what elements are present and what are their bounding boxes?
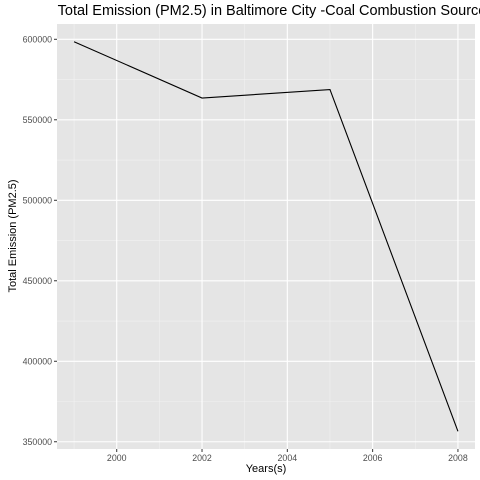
x-tick-label: 2000 [107, 453, 127, 463]
plot-panel [57, 24, 475, 449]
emission-series-line [73, 41, 459, 432]
chart-title: Total Emission (PM2.5) in Baltimore City… [58, 3, 480, 19]
x-axis-title: Years(s) [246, 463, 287, 475]
y-tick-label: 600000 [23, 34, 52, 44]
x-tick-label: 2008 [448, 453, 468, 463]
x-tick-label: 2002 [192, 453, 212, 463]
y-tick-label: 500000 [23, 195, 52, 205]
y-tick-label: 350000 [23, 437, 52, 447]
x-axis: 2000 2002 2004 2006 2008 [107, 449, 468, 463]
x-tick-label: 2004 [278, 453, 298, 463]
y-axis: 350000 400000 450000 500000 550000 600000 [23, 34, 57, 447]
major-gridlines [57, 24, 475, 449]
y-tick-label: 400000 [23, 356, 52, 366]
y-tick-label: 550000 [23, 115, 52, 125]
y-axis-title: Total Emission (PM2.5) [7, 179, 19, 292]
y-tick-label: 450000 [23, 276, 52, 286]
x-tick-label: 2006 [363, 453, 383, 463]
